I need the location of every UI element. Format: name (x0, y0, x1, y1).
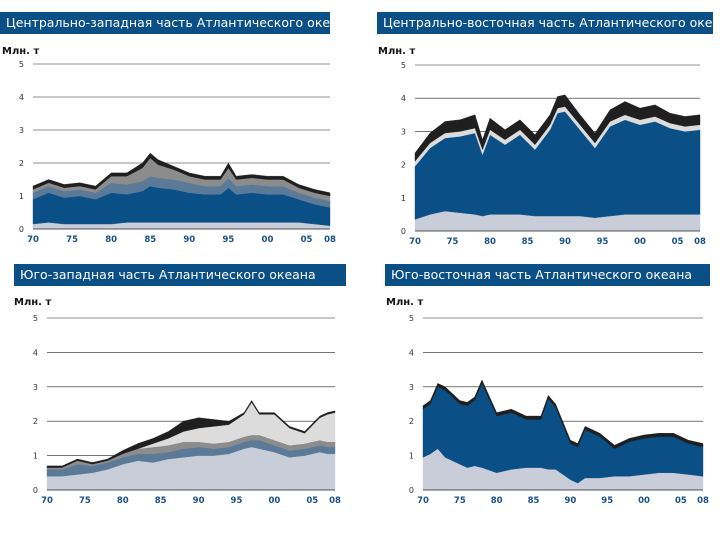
chart-title: Центрально-западная часть Атлантического… (0, 12, 330, 34)
y-tick-label: 5 (401, 61, 406, 70)
y-tick-label: 0 (409, 486, 414, 495)
x-tick-label: 85 (522, 237, 534, 247)
x-tick-label: 05 (306, 496, 318, 506)
x-tick-label: 85 (155, 496, 167, 506)
x-tick-label: 75 (79, 496, 91, 506)
x-tick-label: 00 (268, 496, 280, 506)
y-tick-label: 5 (33, 314, 38, 323)
y-tick-label: 0 (19, 225, 24, 234)
area-series-layer_black (46, 400, 336, 468)
area-series-layer_black (414, 94, 701, 162)
y-tick-label: 1 (19, 192, 24, 201)
y-tick-label: 2 (409, 417, 414, 426)
x-tick-label: 75 (454, 496, 466, 506)
y-tick-label: 3 (33, 383, 38, 392)
y-tick-label: 4 (19, 93, 24, 102)
x-tick-label: 90 (559, 237, 571, 247)
y-tick-label: 4 (409, 348, 414, 357)
x-tick-label: 90 (183, 235, 195, 245)
area-chart-south-west: 0 1 2 3 4 5 70 75 80 85 90 95 00 05 08 (33, 314, 341, 506)
x-tick-label: 70 (41, 496, 53, 506)
y-axis-unit-label: Млн. т (2, 46, 40, 57)
x-tick-label: 75 (66, 235, 78, 245)
x-tick-label: 80 (491, 496, 503, 506)
chart-title: Юго-восточная часть Атлантического океан… (385, 264, 710, 286)
x-tick-label: 85 (528, 496, 540, 506)
y-tick-label: 0 (33, 486, 38, 495)
x-tick-label: 80 (484, 237, 496, 247)
y-axis-unit-label: Млн. т (14, 297, 52, 308)
y-axis-unit-label: Млн. т (386, 297, 424, 308)
y-tick-label: 3 (401, 127, 406, 136)
y-tick-label: 4 (33, 348, 38, 357)
x-tick-label: 90 (193, 496, 205, 506)
x-tick-label: 70 (409, 237, 421, 247)
x-tick-label: 08 (697, 496, 709, 506)
x-tick-label: 00 (634, 237, 646, 247)
y-tick-label: 2 (33, 417, 38, 426)
area-chart-central-east: 0 1 2 3 4 5 70 75 80 85 90 95 00 05 08 (401, 61, 706, 247)
x-tick-label: 75 (447, 237, 459, 247)
x-tick-label: 70 (27, 235, 39, 245)
chart-title: Юго-западная часть Атлантического океана (14, 264, 346, 286)
y-axis-unit-label: Млн. т (378, 46, 416, 57)
x-tick-label: 08 (694, 237, 706, 247)
y-tick-label: 5 (19, 60, 24, 69)
x-tick-label: 95 (597, 237, 609, 247)
x-tick-label: 05 (672, 237, 684, 247)
x-tick-label: 85 (144, 235, 156, 245)
y-tick-label: 5 (409, 314, 414, 323)
x-tick-label: 00 (638, 496, 650, 506)
x-tick-label: 08 (329, 496, 341, 506)
area-series-layer_black (422, 379, 704, 449)
x-tick-label: 70 (417, 496, 429, 506)
area-chart-central-west: 0 1 2 3 4 5 70 75 80 85 90 95 00 05 08 (19, 60, 336, 245)
x-tick-label: 05 (301, 235, 313, 245)
area-series-layer_black (32, 152, 331, 197)
y-tick-label: 2 (401, 161, 406, 170)
chart-title: Центрально-восточная часть Атлантическог… (377, 12, 713, 34)
x-tick-label: 95 (222, 235, 234, 245)
x-tick-label: 08 (324, 235, 336, 245)
x-tick-label: 80 (117, 496, 129, 506)
y-tick-label: 4 (401, 94, 406, 103)
x-tick-label: 90 (564, 496, 576, 506)
x-tick-label: 95 (231, 496, 243, 506)
x-tick-label: 80 (105, 235, 117, 245)
y-tick-label: 3 (19, 126, 24, 135)
y-tick-label: 2 (19, 159, 24, 168)
y-tick-label: 3 (409, 383, 414, 392)
y-tick-label: 1 (409, 452, 414, 461)
x-tick-label: 00 (262, 235, 274, 245)
x-tick-label: 05 (675, 496, 687, 506)
y-tick-label: 1 (401, 194, 406, 203)
x-tick-label: 95 (601, 496, 613, 506)
y-tick-label: 1 (33, 452, 38, 461)
y-tick-label: 0 (401, 227, 406, 236)
